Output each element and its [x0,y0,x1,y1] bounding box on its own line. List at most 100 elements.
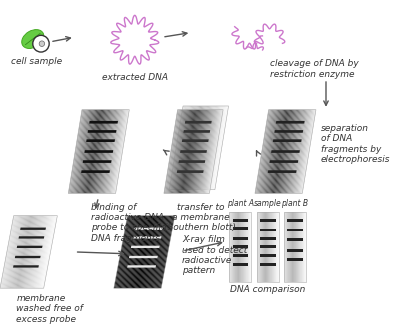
Polygon shape [208,110,223,193]
Polygon shape [291,212,292,282]
Polygon shape [94,110,109,193]
Polygon shape [270,110,285,193]
Polygon shape [297,110,312,193]
Polygon shape [290,212,291,282]
Polygon shape [34,216,49,288]
Polygon shape [200,110,215,193]
Polygon shape [135,216,150,288]
Polygon shape [107,110,122,193]
Polygon shape [9,216,23,288]
Polygon shape [114,216,129,288]
Polygon shape [84,150,113,153]
Polygon shape [177,110,192,193]
Polygon shape [33,216,48,288]
Polygon shape [196,110,211,193]
Polygon shape [292,212,293,282]
Polygon shape [271,212,272,282]
Polygon shape [177,170,204,173]
Polygon shape [278,110,292,193]
Polygon shape [247,212,248,282]
Polygon shape [299,212,300,282]
Polygon shape [194,106,209,190]
Polygon shape [176,106,191,190]
Polygon shape [230,212,231,282]
Polygon shape [205,106,219,190]
Polygon shape [154,216,169,288]
Polygon shape [260,110,274,193]
Text: cell sample: cell sample [11,57,62,66]
Polygon shape [259,212,260,282]
Polygon shape [202,110,216,193]
Polygon shape [285,110,299,193]
Polygon shape [117,216,132,288]
Polygon shape [284,212,285,282]
Polygon shape [299,110,314,193]
Polygon shape [169,106,184,190]
Polygon shape [180,150,207,153]
Polygon shape [166,110,181,193]
Polygon shape [262,110,277,193]
Polygon shape [160,216,175,288]
Polygon shape [260,245,276,248]
Polygon shape [19,216,33,288]
Polygon shape [269,110,284,193]
Polygon shape [205,110,220,193]
Polygon shape [293,212,294,282]
Polygon shape [280,110,295,193]
Text: plant A: plant A [227,199,254,208]
Polygon shape [276,121,305,124]
Polygon shape [0,216,15,288]
Polygon shape [297,212,298,282]
Polygon shape [134,216,149,288]
Polygon shape [266,212,267,282]
Polygon shape [177,106,192,190]
Polygon shape [168,110,183,193]
Polygon shape [127,216,142,288]
Polygon shape [92,110,107,193]
Polygon shape [261,212,262,282]
Polygon shape [196,106,210,190]
Polygon shape [183,106,198,190]
Polygon shape [188,106,202,190]
Polygon shape [27,216,42,288]
Polygon shape [238,212,239,282]
Polygon shape [185,121,212,124]
Polygon shape [35,216,50,288]
Polygon shape [39,216,54,288]
Polygon shape [261,110,276,193]
Polygon shape [14,216,29,288]
Polygon shape [189,106,204,190]
Polygon shape [20,227,46,230]
Polygon shape [76,110,91,193]
Polygon shape [142,216,157,288]
Polygon shape [270,212,271,282]
Polygon shape [173,110,188,193]
Polygon shape [70,110,86,193]
Polygon shape [269,160,298,163]
Polygon shape [289,110,304,193]
Polygon shape [268,170,297,173]
Polygon shape [111,110,126,193]
Polygon shape [152,216,167,288]
Text: sample: sample [254,199,282,208]
Polygon shape [192,106,207,190]
Polygon shape [190,110,205,193]
Polygon shape [289,212,290,282]
Polygon shape [202,106,217,190]
Polygon shape [24,216,39,288]
Polygon shape [265,212,266,282]
Polygon shape [25,216,40,288]
Polygon shape [179,106,193,190]
Polygon shape [20,216,34,288]
Polygon shape [281,110,296,193]
Polygon shape [262,212,263,282]
Polygon shape [131,246,160,248]
Polygon shape [274,212,275,282]
Polygon shape [127,265,156,267]
Polygon shape [129,256,158,258]
Text: membrane
washed free of
excess probe: membrane washed free of excess probe [16,294,83,324]
Polygon shape [69,110,84,193]
Polygon shape [232,219,248,222]
Polygon shape [183,110,198,193]
Polygon shape [97,110,112,193]
